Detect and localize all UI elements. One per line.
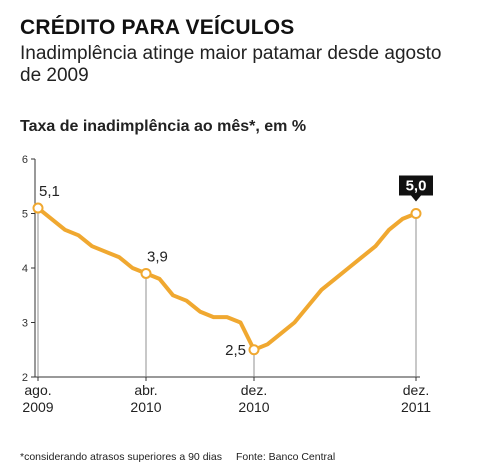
figure-title: CRÉDITO PARA VEÍCULOS bbox=[20, 16, 295, 39]
footnote-note: *considerando atrasos superiores a 90 di… bbox=[20, 451, 222, 463]
footnote: *considerando atrasos superiores a 90 di… bbox=[20, 451, 335, 463]
data-label: 2,5 bbox=[225, 342, 246, 359]
data-point-marker bbox=[140, 267, 152, 279]
chart-title: Taxa de inadimplência ao mês*, em % bbox=[20, 118, 307, 135]
x-tick-label-year: 2010 bbox=[238, 399, 269, 415]
data-point-marker bbox=[32, 202, 44, 214]
x-tick-label-year: 2010 bbox=[130, 399, 161, 415]
y-tick-label: 3 bbox=[22, 318, 28, 330]
value-badge bbox=[399, 175, 433, 196]
figure-subtitle: Inadimplência atinge maior patamar desde… bbox=[20, 43, 442, 86]
data-label: 5,1 bbox=[39, 183, 60, 200]
x-tick-label-month: dez. bbox=[403, 382, 429, 398]
x-tick-label-month: dez. bbox=[241, 382, 267, 398]
x-tick-label-month: abr. bbox=[134, 382, 157, 398]
value-badge-pointer bbox=[411, 195, 421, 202]
series-line bbox=[36, 206, 418, 352]
data-point-marker bbox=[248, 344, 260, 356]
x-tick-label-year: 2011 bbox=[401, 399, 431, 415]
data-point-marker bbox=[410, 208, 422, 219]
data-label: 5,0 bbox=[406, 178, 427, 195]
x-tick-label-month: ago. bbox=[24, 382, 51, 398]
y-tick-label: 4 bbox=[22, 263, 28, 275]
x-tick-label-year: 2009 bbox=[22, 399, 53, 415]
y-tick-label: 6 bbox=[22, 154, 28, 166]
y-tick-label: 5 bbox=[22, 209, 28, 221]
footnote-source: Fonte: Banco Central bbox=[235, 451, 336, 463]
y-tick-label: 2 bbox=[22, 372, 28, 384]
data-label: 3,9 bbox=[147, 248, 168, 265]
